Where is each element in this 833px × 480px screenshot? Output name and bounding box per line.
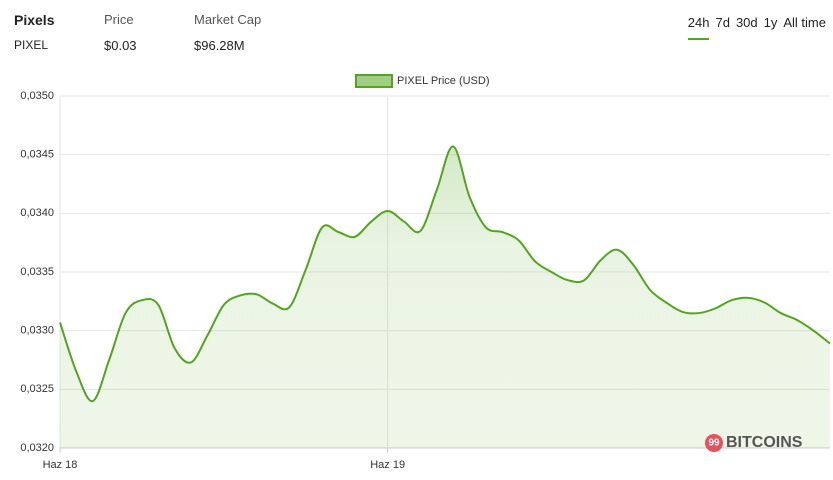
y-tick-label: 0,0320 bbox=[20, 442, 54, 454]
legend-swatch bbox=[355, 74, 393, 88]
line bbox=[59, 145, 831, 403]
stat-label: Market Cap bbox=[194, 12, 262, 27]
x-tick-label: Haz 19 bbox=[370, 459, 405, 471]
y-tick-label: 0,0345 bbox=[20, 149, 54, 161]
timeframe-button[interactable]: All time bbox=[783, 15, 826, 30]
x-tick-label: Haz 18 bbox=[43, 459, 78, 471]
watermark-text: BITCOINS bbox=[726, 434, 803, 451]
watermark-badge bbox=[705, 434, 723, 452]
timeframe-button[interactable]: 24h bbox=[687, 15, 710, 40]
timeframe-selector: 24h 7d 30d 1y All time bbox=[687, 15, 826, 40]
y-tick-label: 0,0340 bbox=[20, 207, 54, 219]
area bbox=[60, 146, 830, 448]
legend-label: PIXEL Price (USD) bbox=[397, 75, 490, 87]
timeframe-button[interactable]: 1y bbox=[763, 15, 778, 30]
stat-label: Price bbox=[104, 12, 134, 27]
y-tick-label: 0,0335 bbox=[20, 266, 54, 278]
stat-value: $0.03 bbox=[104, 38, 137, 53]
stat-value: $96.28M bbox=[194, 38, 245, 53]
coin-symbol: PIXEL bbox=[14, 38, 49, 52]
watermark-badge-text: 99 bbox=[708, 438, 720, 449]
timeframe-button[interactable]: 30d bbox=[735, 15, 758, 30]
timeframe-button[interactable]: 7d bbox=[715, 15, 730, 30]
y-tick-label: 0,0325 bbox=[20, 383, 54, 395]
y-tick-label: 0,0330 bbox=[20, 325, 54, 337]
coin-name: Pixels bbox=[14, 12, 55, 28]
y-tick-label: 0,0350 bbox=[20, 90, 54, 102]
